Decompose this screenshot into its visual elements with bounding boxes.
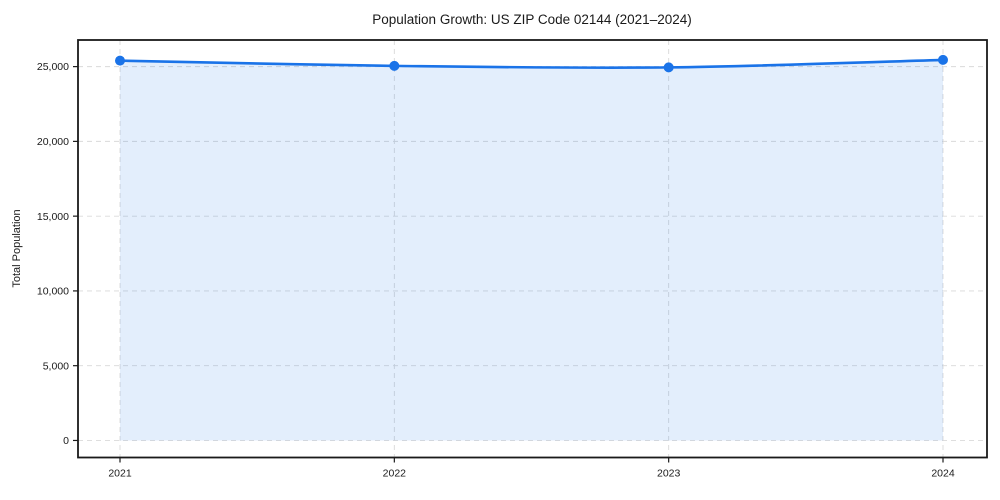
x-tick-label: 2024 <box>931 468 955 480</box>
series-line-layer <box>118 58 945 70</box>
y-tick-label: 25,000 <box>37 61 69 73</box>
y-tick-label: 15,000 <box>37 211 69 223</box>
y-tick-label: 20,000 <box>37 136 69 148</box>
tick-label-layer: 0 5,000 10,000 15,000 20,000 25,000 2021 2022 20… <box>37 61 955 479</box>
x-tick-label: 2021 <box>108 468 132 480</box>
x-tick-label: 2023 <box>657 468 681 480</box>
area-fill-layer <box>120 59 943 441</box>
data-point-layer <box>115 54 948 73</box>
area-fill <box>120 59 943 441</box>
y-tick-label: 0 <box>63 435 69 447</box>
y-tick-label: 5,000 <box>43 360 69 372</box>
data-point <box>663 62 674 73</box>
plot-border <box>77 39 988 459</box>
x-tick-label: 2022 <box>383 468 407 480</box>
y-tick-label: 10,000 <box>37 286 69 298</box>
chart-title: Population Growth: US ZIP Code 02144 (20… <box>372 12 691 27</box>
data-point <box>938 54 948 65</box>
data-point <box>389 60 400 71</box>
series-line <box>118 58 945 70</box>
y-axis-label: Total Population <box>11 209 23 287</box>
data-point <box>115 55 125 66</box>
gridlines <box>78 40 987 458</box>
